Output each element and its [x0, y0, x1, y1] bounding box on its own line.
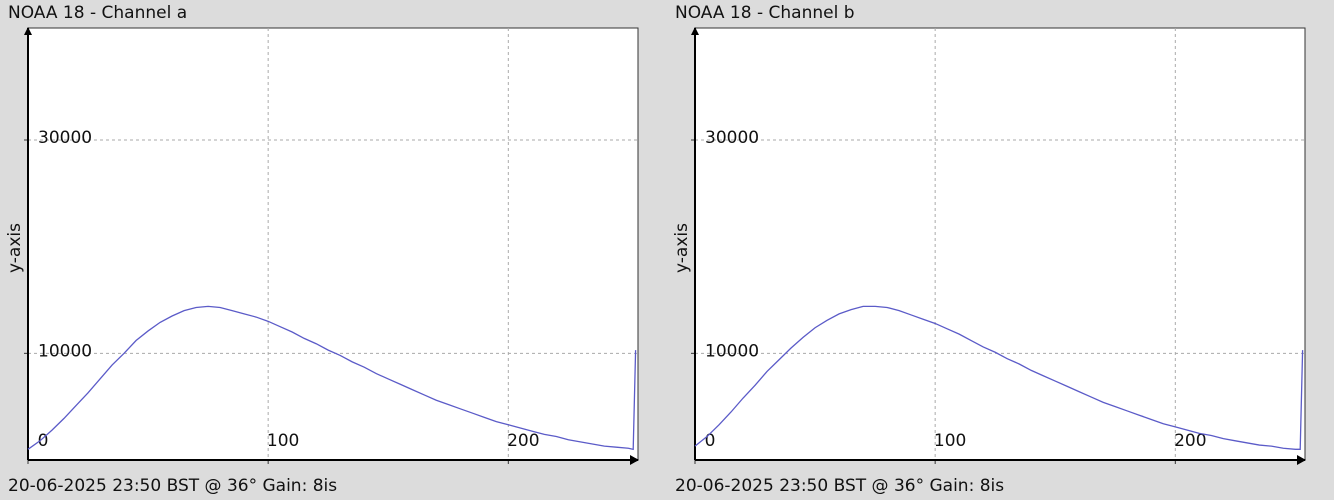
y-tick-label: 30000 — [38, 128, 92, 148]
axis-arrow — [1297, 455, 1306, 465]
x-tick-label: 200 — [507, 431, 539, 451]
caption: 20-06-2025 23:50 BST @ 36° Gain: 8is — [675, 476, 1004, 496]
y-axis-label: y-axis — [5, 223, 25, 273]
chart-title: NOAA 18 - Channel a — [8, 3, 187, 23]
plot-area — [27, 27, 639, 461]
x-tick-label: 200 — [1174, 431, 1206, 451]
axis-arrow — [24, 27, 32, 35]
caption: 20-06-2025 23:50 BST @ 36° Gain: 8is — [8, 476, 337, 496]
y-tick-label: 10000 — [705, 341, 759, 361]
data-line — [694, 305, 1304, 450]
y-tick-label: 10000 — [38, 341, 92, 361]
x-tick-label: 0 — [38, 431, 49, 451]
y-axis-label: y-axis — [672, 223, 692, 273]
plot-area — [694, 27, 1306, 461]
data-line — [27, 305, 637, 451]
x-tick-label: 100 — [934, 431, 966, 451]
chart-title: NOAA 18 - Channel b — [675, 3, 855, 23]
axis-arrow — [691, 27, 699, 35]
y-tick-label: 30000 — [705, 128, 759, 148]
axis-arrow — [630, 455, 639, 465]
x-tick-label: 100 — [267, 431, 299, 451]
x-tick-label: 0 — [705, 431, 716, 451]
